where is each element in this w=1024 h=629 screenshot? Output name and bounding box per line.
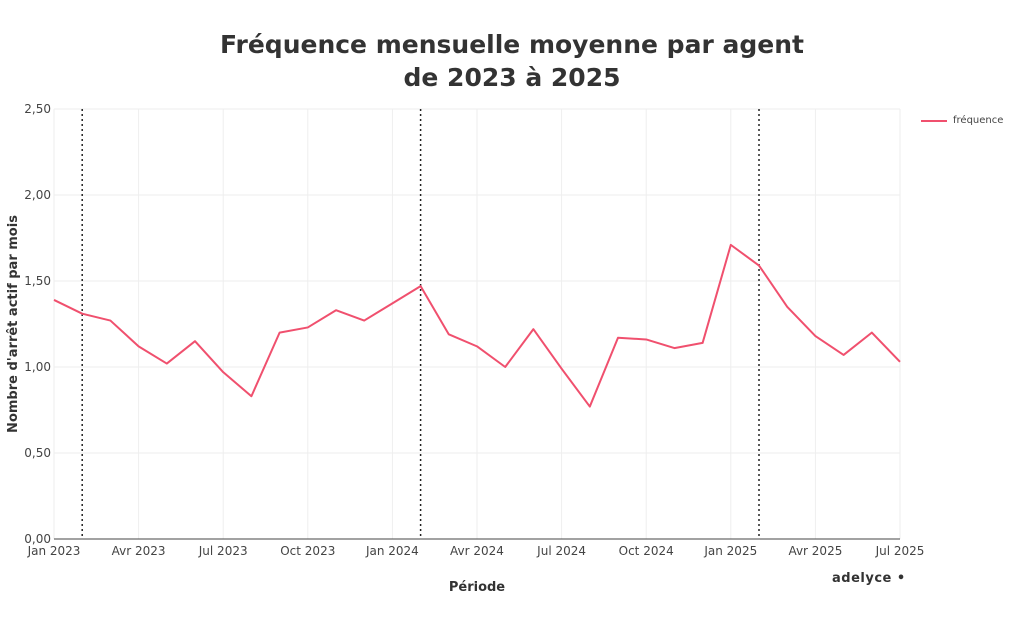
legend[interactable]: fréquence: [921, 115, 1003, 126]
y-tick-label: 1,50: [24, 274, 51, 288]
x-tick-label: Jul 2023: [198, 544, 248, 558]
y-tick-label: 0,00: [24, 532, 51, 546]
y-tick-label: 2,00: [24, 188, 51, 202]
x-tick-label: Avr 2025: [788, 544, 842, 558]
x-tick-label: Jan 2025: [703, 544, 757, 558]
x-tick-label: Jan 2023: [27, 544, 81, 558]
chart-title-line1: Fréquence mensuelle moyenne par agent: [220, 30, 804, 59]
x-tick-label: Avr 2023: [112, 544, 166, 558]
x-tick-label: Oct 2024: [619, 544, 674, 558]
y-tick-label: 2,50: [24, 102, 51, 116]
series-line-fréquence: [53, 243, 901, 408]
legend-label: fréquence: [953, 115, 1004, 126]
x-tick-label: Oct 2023: [280, 544, 335, 558]
y-axis-title: Nombre d'arrêt actif par mois: [6, 215, 21, 433]
legend-swatch: [921, 119, 947, 122]
x-tick-label: Avr 2024: [450, 544, 504, 558]
x-axis-title: Période: [449, 580, 505, 595]
x-tick-label: Jul 2025: [875, 544, 925, 558]
x-tick-label: Jan 2024: [365, 544, 419, 558]
x-tick-label: Jul 2024: [536, 544, 586, 558]
chart-title-line2: de 2023 à 2025: [403, 63, 621, 92]
y-tick-label: 1,00: [24, 360, 51, 374]
y-tick-label: 0,50: [24, 446, 51, 460]
brand-logo: adelyce •: [832, 571, 906, 586]
